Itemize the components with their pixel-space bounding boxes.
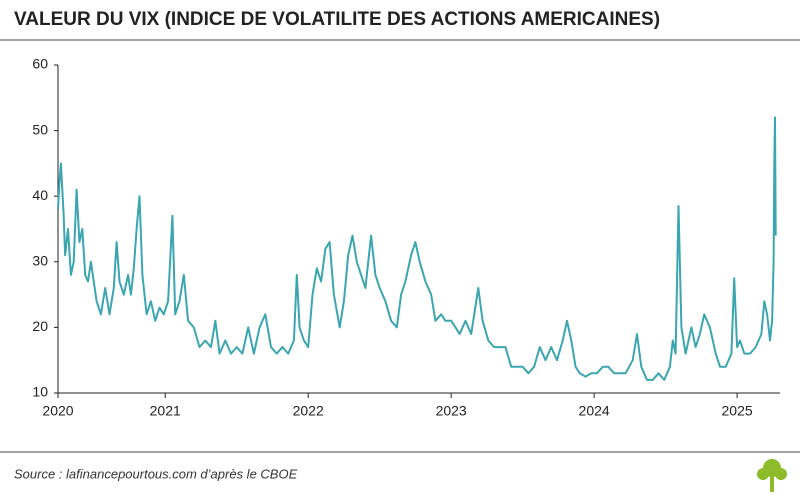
y-tick-label: 30 — [32, 253, 48, 269]
logo — [757, 459, 787, 492]
vix-line — [57, 116, 777, 381]
x-tick-label: 2020 — [42, 403, 73, 419]
y-tick-label: 10 — [32, 384, 48, 400]
y-tick-label: 20 — [32, 318, 48, 334]
y-tick-label: 40 — [32, 187, 48, 203]
y-tick-label: 50 — [32, 121, 48, 137]
x-tick-label: 2025 — [722, 403, 753, 419]
source: Source : lafinancepourtous.com d’après l… — [14, 466, 298, 481]
x-tick-label: 2022 — [293, 403, 324, 419]
x-tick-label: 2024 — [579, 403, 610, 419]
x-tick-label: 2023 — [436, 403, 467, 419]
x-tick-label: 2021 — [150, 403, 181, 419]
chart-title: VALEUR DU VIX (INDICE DE VOLATILITE DES … — [14, 9, 660, 30]
y-tick-label: 60 — [32, 56, 48, 72]
